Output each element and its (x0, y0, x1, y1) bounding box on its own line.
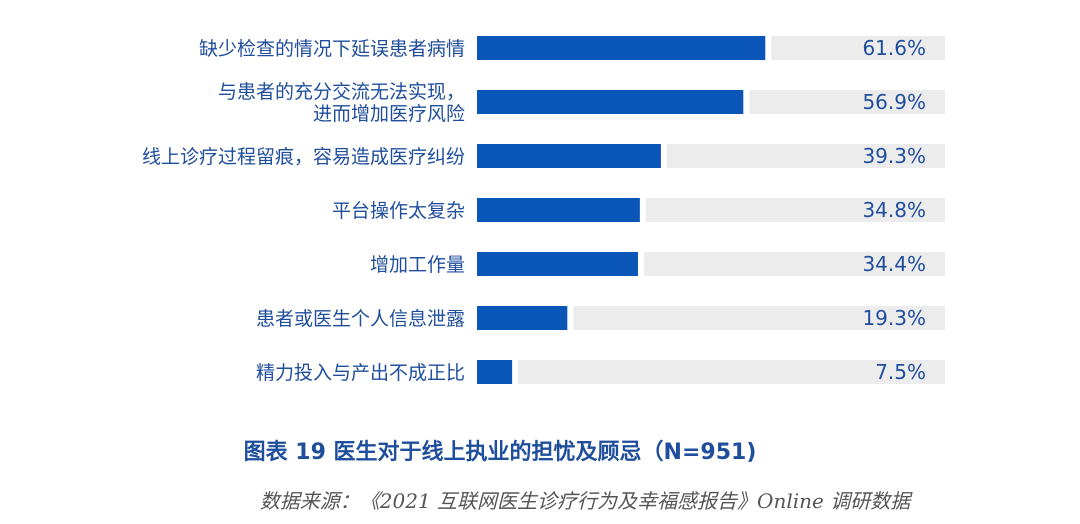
value-label: 34.4% (862, 252, 926, 276)
bar-track (666, 144, 945, 168)
bar (477, 198, 640, 222)
chart-title: 图表 19 医生对于线上执业的担忧及顾忌（N=951) (243, 440, 757, 465)
category-label: 与患者的充分交流无法实现， (218, 81, 465, 103)
category-label: 平台操作太复杂 (332, 200, 465, 222)
bar (477, 360, 513, 384)
category-label: 缺少检查的情况下延误患者病情 (199, 38, 465, 60)
value-label: 56.9% (862, 90, 926, 114)
bar-track (573, 306, 945, 330)
category-label: 线上诊疗过程留痕，容易造成医疗纠纷 (142, 146, 465, 168)
chart-source: 数据来源：《2021 互联网医生诊疗行为及幸福感报告》Online 调研数据 (259, 489, 911, 513)
category-label: 进而增加医疗风险 (313, 103, 465, 125)
bar-track (643, 252, 945, 276)
value-label: 61.6% (862, 36, 926, 60)
bar-track (749, 90, 945, 114)
category-label: 精力投入与产出不成正比 (256, 362, 465, 384)
bar (477, 36, 766, 60)
category-label: 患者或医生个人信息泄露 (256, 308, 465, 330)
bar-track (518, 360, 945, 384)
value-label: 34.8% (862, 198, 926, 222)
bar (477, 306, 568, 330)
value-label: 39.3% (862, 144, 926, 168)
bar (477, 144, 661, 168)
category-label: 增加工作量 (370, 254, 465, 276)
bar (477, 252, 638, 276)
value-label: 7.5% (875, 360, 926, 384)
bar-track (645, 198, 945, 222)
bar-track (771, 36, 945, 60)
value-label: 19.3% (862, 306, 926, 330)
bar (477, 90, 744, 114)
